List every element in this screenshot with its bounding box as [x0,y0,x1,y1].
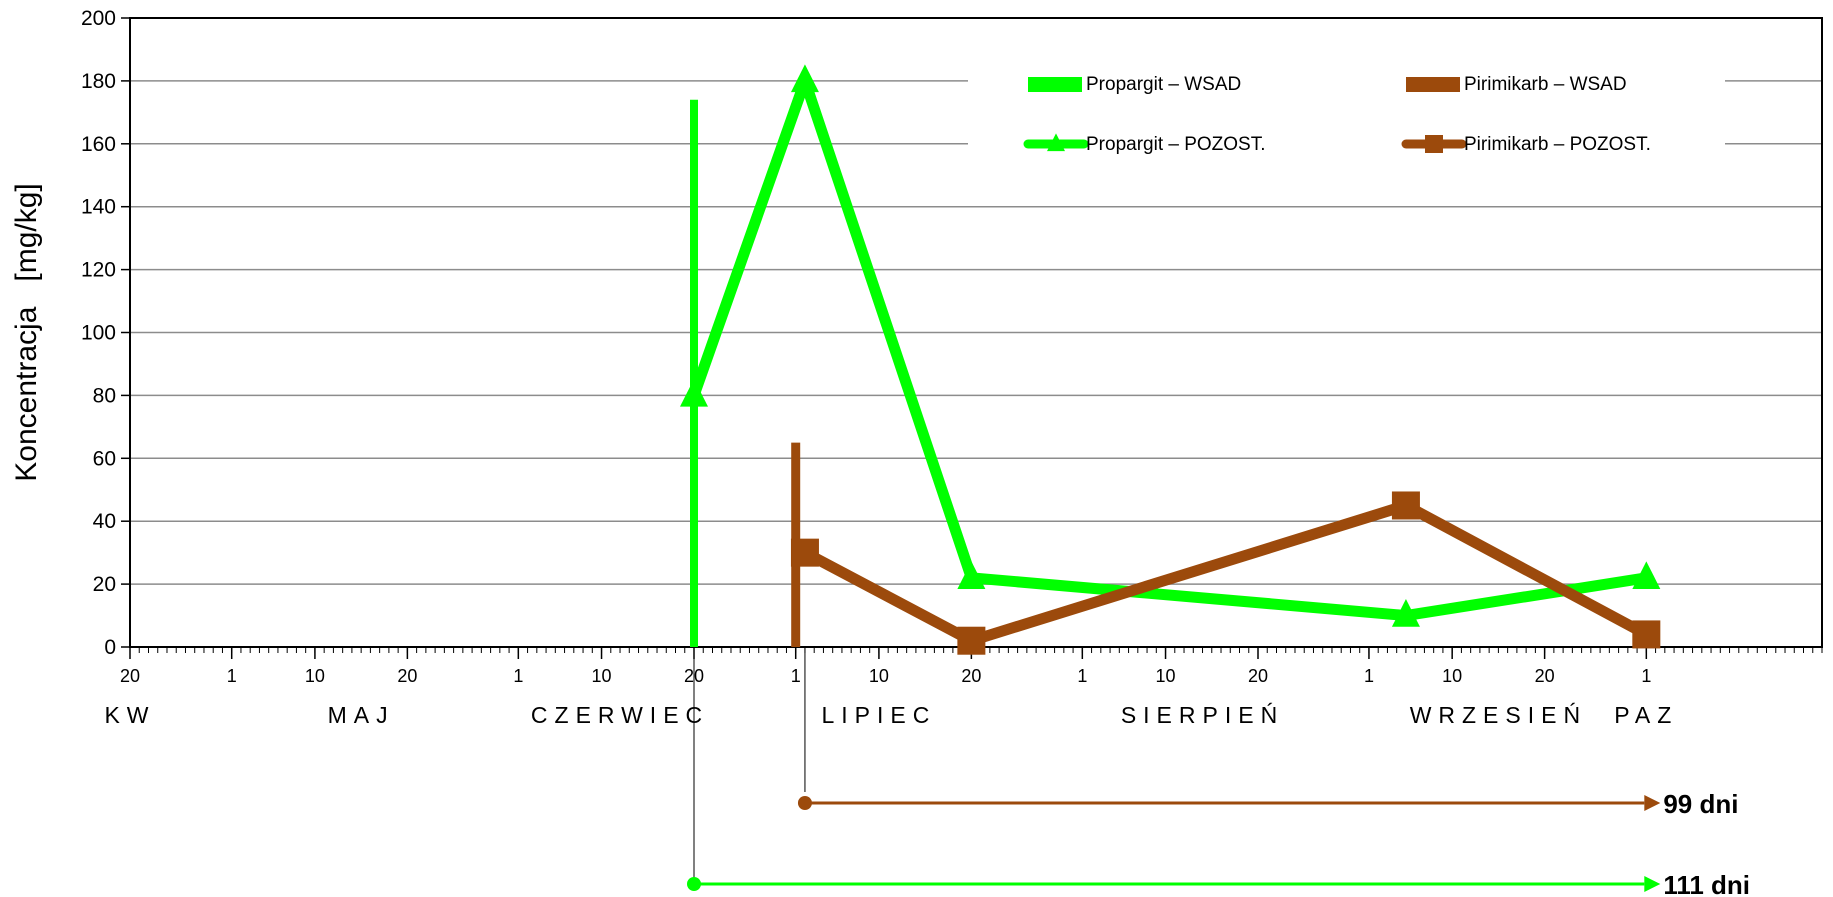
y-tick-label: 160 [81,133,116,156]
data-point-square [790,538,819,567]
x-tick-label: 20 [120,666,140,686]
data-point-square [1425,135,1443,153]
month-label: CZERWIEC [531,702,709,728]
month-label: KW [104,702,155,728]
x-tick-label: 10 [869,666,889,686]
legend-swatch [1406,77,1460,92]
grid-lines [130,80,1822,585]
month-label: LIPIEC [821,702,936,728]
data-point-triangle [957,561,986,589]
data-point-triangle [790,64,819,93]
series-line [688,75,1652,622]
legend-label: Propargit – POZOST. [1086,134,1266,155]
legend-swatch [1028,77,1082,92]
x-tick-label: 20 [1248,666,1268,686]
axes: 020406080100120140160180200Koncentracja … [10,7,1823,884]
month-label: WRZESIEŃ [1410,702,1587,728]
x-tick-label: 1 [1641,666,1651,686]
y-tick-label: 80 [93,384,116,407]
durations: 99 dni 111 dni [687,789,1750,897]
data-point-triangle [1632,561,1661,589]
data-point-triangle [680,378,708,407]
series-line [799,499,1652,647]
data-point-square [1391,491,1420,520]
x-tick-label: 10 [592,666,612,686]
y-tick-label: 40 [93,510,116,533]
duration-label: 111 dni [1663,870,1750,897]
month-label: PAZ [1614,702,1678,728]
x-tick-label: 20 [397,666,417,686]
duration-arrow-head [1644,795,1661,811]
x-tick-label: 1 [1077,666,1087,686]
duration-arrow-head [1644,876,1661,892]
x-tick-label: 10 [1156,666,1176,686]
x-tick-label: 20 [1535,666,1555,686]
legend-label: Propargit – WSAD [1086,74,1241,95]
series [680,64,1661,655]
y-tick-label: 200 [81,7,116,30]
data-point-square [957,626,986,655]
y-tick-label: 20 [93,573,116,596]
data-point-triangle [1047,133,1065,152]
y-tick-label: 180 [81,70,116,93]
data-point-triangle [1391,599,1420,627]
y-tick-label: 140 [81,196,116,219]
y-tick-label: 100 [81,322,116,345]
x-tick-label: 1 [1364,666,1374,686]
month-label: SIERPIEŃ [1121,702,1284,728]
data-point-square [1632,620,1661,649]
x-tick-label: 10 [1442,666,1462,686]
x-tick-label: 1 [513,666,523,686]
month-label: MAJ [328,702,395,728]
duration-arrow-start [797,796,812,810]
y-tick-label: 0 [104,636,116,659]
y-axis-title: Koncentracja [mg/kg] [10,183,43,481]
legend-label: Pirimikarb – POZOST. [1464,134,1651,155]
duration-label: 99 dni [1663,789,1738,819]
x-tick-label: 1 [791,666,801,686]
y-tick-label: 60 [93,447,116,470]
legend-label: Pirimikarb – WSAD [1464,74,1627,95]
x-tick-label: 1 [227,666,237,686]
x-tick-label: 10 [305,666,325,686]
x-tick-label: 20 [961,666,981,686]
legend: Propargit – WSAD Pirimikarb – WSAD Proparg… [1023,74,1651,155]
y-tick-label: 120 [81,259,116,282]
duration-arrow-start [687,877,701,891]
